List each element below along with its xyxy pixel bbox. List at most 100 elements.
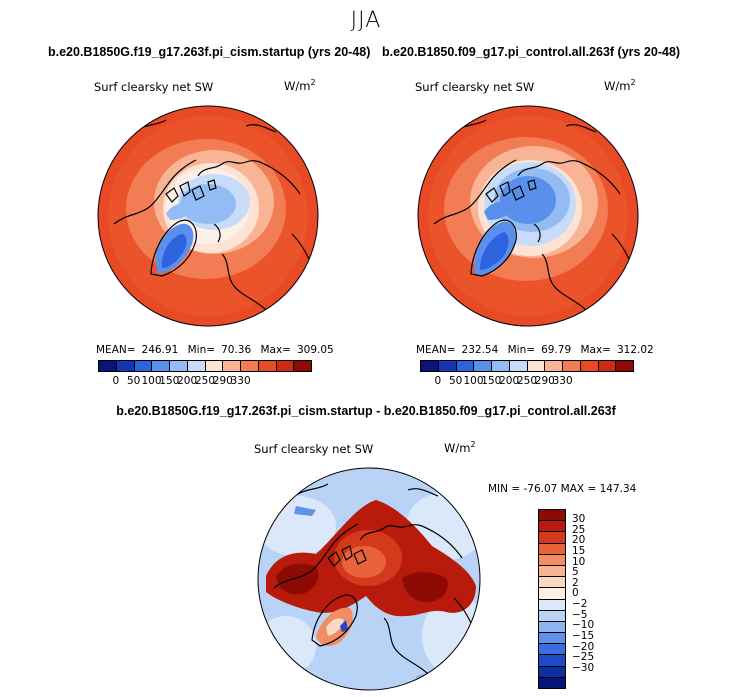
panel2-colorbar-ticks: 0 50 100 150 200 250 290 330: [420, 375, 634, 389]
panel1-colorbar-swatch: [152, 361, 170, 371]
panel2-colorbar-swatch: [545, 361, 563, 371]
panel2-colorbar-swatch: [474, 361, 492, 371]
panel2-variable-label: Surf clearsky net SW: [415, 80, 535, 94]
panel2-units-sup: 2: [630, 78, 636, 87]
panel1-mean-value: 246.91: [141, 344, 179, 356]
panel1-colorbar-swatch: [99, 361, 117, 371]
panel3-minmax: MIN = -76.07 MAX = 147.34: [488, 483, 637, 495]
panel3-colorbar-tick: −2: [572, 598, 588, 611]
panel3-colorbar-swatch: [539, 655, 565, 667]
panel1-colorbar-swatch: [134, 361, 153, 371]
panel1-colorbar-tick: 0: [112, 375, 120, 387]
panel1-colorbar-swatch: [241, 361, 259, 371]
panel2-colorbar-swatch: [509, 361, 528, 371]
panel1-colorbar-swatch: [205, 361, 224, 371]
panel2-colorbar: [420, 360, 634, 372]
panel2-colorbar-tick: 290: [534, 375, 555, 387]
panel2-colorbar-tick: 50: [448, 375, 463, 387]
panel3-units-base: W/m: [444, 440, 471, 455]
panel1-colorbar-tick: 50: [126, 375, 141, 387]
panel2-colorbar-tick: 200: [499, 375, 520, 387]
panel3-colorbar-tick: −10: [572, 619, 595, 632]
panel3-variable-label: Surf clearsky net SW: [254, 442, 374, 456]
panel3-colorbar-swatch: [539, 666, 565, 678]
panel2-colorbar-swatch: [580, 361, 599, 371]
panel1-colorbar-tick: 200: [177, 375, 198, 387]
panel2-colorbar-swatch: [598, 361, 617, 371]
panel2-mean-value: 232.54: [461, 344, 499, 356]
panel1-colorbar-tick: 290: [212, 375, 233, 387]
diff-panel-title: b.e20.B1850G.f19_g17.263f.pi_cism.startu…: [116, 404, 616, 418]
panel1-min-label: Min=: [187, 344, 216, 356]
panel3-colorbar-tick: −25: [572, 651, 595, 664]
panel3-colorbar-tick: 5: [572, 566, 579, 579]
panel1-colorbar-swatch: [116, 361, 135, 371]
panel3-colorbar-tick: −5: [572, 608, 588, 621]
panel1-units-base: W/m: [284, 78, 311, 93]
panel1-stats: MEAN= 246.91 Min= 70.36 Max= 309.05: [96, 344, 340, 356]
panel2-colorbar-tick: 100: [463, 375, 484, 387]
panel1-variable-label: Surf clearsky net SW: [94, 80, 214, 94]
panel3-colorbar-swatch: [539, 677, 565, 688]
panel2-colorbar-tick: 0: [434, 375, 442, 387]
panel2-min-label: Min=: [507, 344, 536, 356]
panel3-colorbar-ticks: 30 25 20 15 10 5 2 0 −2 −5 −10 −15 −20 −25 −30: [572, 514, 594, 674]
panel3-colorbar-tick: 0: [572, 587, 579, 600]
panel2-stats: MEAN= 232.54 Min= 69.79 Max= 312.02: [416, 344, 660, 356]
panel1-colorbar-swatch: [276, 361, 295, 371]
panel1-mean-label: MEAN=: [96, 344, 136, 356]
panel1-colorbar-tick: 100: [141, 375, 162, 387]
panel1-units-sup: 2: [310, 78, 316, 87]
panel1-max-label: Max=: [260, 344, 291, 356]
panel2-colorbar-tick: 250: [516, 375, 538, 387]
panel3-colorbar-swatch: [539, 521, 565, 533]
panel2-colorbar-swatch: [421, 361, 439, 371]
panel1-colorbar: [98, 360, 312, 372]
panel1-map: [96, 104, 320, 333]
panel3-colorbar-tick: 25: [572, 523, 586, 536]
panel3-colorbar-swatch: [539, 554, 565, 566]
panel3-colorbar-tick: 10: [572, 555, 586, 568]
panel1-colorbar-swatch: [223, 361, 241, 371]
panel1-colorbar-tick: 250: [194, 375, 216, 387]
panel3-colorbar-tick: −15: [572, 630, 595, 643]
panel3-colorbar-swatch: [539, 532, 565, 544]
panel3-colorbar-swatch: [539, 543, 565, 555]
panel2-title: b.e20.B1850.f09_g17.pi_control.all.263f …: [382, 45, 681, 59]
panel3-colorbar-swatch: [539, 565, 565, 578]
panel2-colorbar-tick: 150: [481, 375, 502, 387]
panel3-colorbar: [538, 509, 566, 689]
panel1-units: W/m2: [284, 78, 316, 93]
panel3-map: [256, 466, 482, 697]
panel3-colorbar-swatch: [539, 577, 565, 589]
figure-title: JJA: [350, 8, 382, 33]
panel3-colorbar-tick: −20: [572, 640, 595, 653]
panel2-min-value: 69.79: [541, 344, 572, 356]
panel2-colorbar-swatch: [527, 361, 546, 371]
panel3-colorbar-swatch: [539, 599, 565, 611]
panel3-colorbar-tick: 15: [572, 544, 586, 557]
panel2-colorbar-swatch: [492, 361, 510, 371]
panel2-max-value: 312.02: [616, 344, 654, 356]
panel3-colorbar-swatch: [539, 621, 565, 634]
panel3-colorbar-tick: 2: [572, 576, 579, 589]
panel3-units-sup: 2: [470, 440, 476, 449]
panel2-colorbar-swatch: [563, 361, 581, 371]
panel1-colorbar-tick: 330: [230, 375, 251, 387]
panel1-colorbar-swatch: [258, 361, 277, 371]
panel1-colorbar-tick: 150: [159, 375, 180, 387]
panel2-units: W/m2: [604, 78, 636, 93]
panel2-colorbar-swatch: [616, 361, 633, 371]
panel1-min-value: 70.36: [221, 344, 252, 356]
panel1-colorbar-swatch: [294, 361, 311, 371]
panel2-colorbar-swatch: [438, 361, 457, 371]
panel2-units-base: W/m: [604, 78, 631, 93]
panel3-colorbar-tick: 30: [572, 513, 586, 525]
panel1-colorbar-ticks: 0 50 100 150 200 250 290 330: [98, 375, 312, 389]
panel1-max-value: 309.05: [296, 344, 334, 356]
panel2-colorbar-swatch: [456, 361, 475, 371]
panel3-colorbar-swatch: [539, 633, 565, 645]
panel1-title: b.e20.B1850G.f19_g17.263f.pi_cism.startu…: [48, 45, 371, 59]
panel1-colorbar-swatch: [170, 361, 188, 371]
panel3-colorbar-tick: −30: [572, 661, 595, 674]
